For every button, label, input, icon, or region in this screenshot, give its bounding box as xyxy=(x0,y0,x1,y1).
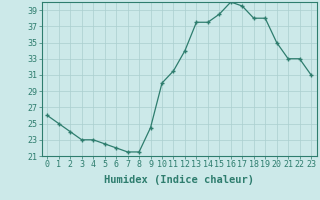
X-axis label: Humidex (Indice chaleur): Humidex (Indice chaleur) xyxy=(104,175,254,185)
